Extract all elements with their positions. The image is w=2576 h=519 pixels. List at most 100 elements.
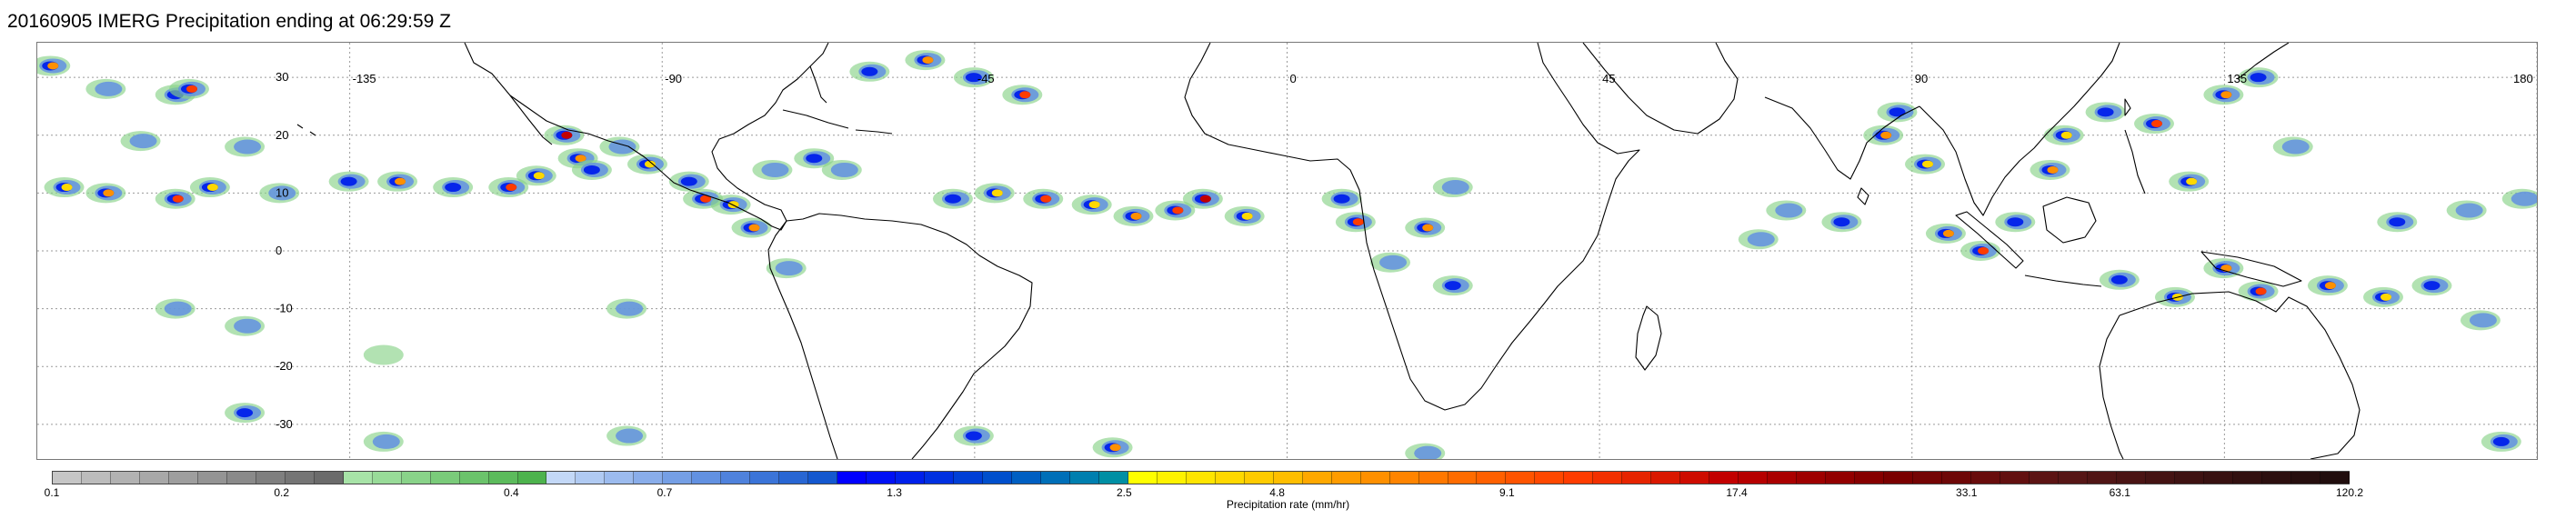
precip-cell	[1833, 217, 1850, 227]
precip-cell	[2469, 313, 2497, 328]
colorbar-swatch	[1826, 472, 1856, 484]
colorbar-swatch	[1331, 472, 1361, 484]
colorbar-swatch	[1244, 472, 1274, 484]
coastline-south-america	[767, 213, 1033, 459]
colorbar-swatch	[2029, 472, 2059, 484]
precip-cell	[236, 408, 254, 418]
colorbar-swatch	[663, 472, 693, 484]
precip-cell	[2250, 73, 2267, 83]
colorbar-tick-label: 63.1	[2109, 486, 2130, 499]
colorbar-swatch	[1651, 472, 1681, 484]
precip-cell	[47, 62, 59, 70]
colorbar-swatch	[1797, 472, 1827, 484]
colorbar-swatch	[1680, 472, 1710, 484]
colorbar-swatch	[2145, 472, 2175, 484]
colorbar-tick-label: 2.5	[1117, 486, 1132, 499]
precip-cell	[340, 176, 357, 186]
precip-cell	[1922, 160, 1934, 168]
lon-label: 180	[2513, 72, 2533, 85]
colorbar-swatch	[925, 472, 955, 484]
precip-cell	[2007, 217, 2024, 227]
precip-cell	[761, 162, 789, 177]
colorbar-swatch	[1011, 472, 1041, 484]
colorbar-swatch	[2000, 472, 2030, 484]
colorbar-swatch	[2116, 472, 2146, 484]
colorbar-swatch	[168, 472, 198, 484]
precip-cell	[206, 184, 218, 192]
precip-cell	[575, 155, 586, 163]
lat-label: -10	[276, 302, 293, 315]
precip-cell	[372, 434, 400, 449]
colorbar-swatch	[750, 472, 780, 484]
colorbar-swatch	[1535, 472, 1565, 484]
colorbar-swatch	[1157, 472, 1187, 484]
precip-cell	[1379, 255, 1408, 270]
precip-cell	[2381, 293, 2392, 301]
precip-cell	[268, 185, 296, 201]
colorbar-swatch	[2290, 472, 2320, 484]
precip-cell	[1019, 91, 1031, 99]
precip-cell	[1942, 229, 1954, 237]
colorbar-swatch	[1389, 472, 1419, 484]
colorbar-swatch	[634, 472, 664, 484]
colorbar-swatch	[1448, 472, 1478, 484]
colorbar-swatch	[256, 472, 286, 484]
coastline-florida	[809, 65, 827, 104]
colorbar-swatch	[1273, 472, 1303, 484]
precip-cell	[2492, 436, 2510, 446]
colorbar-swatch	[2174, 472, 2204, 484]
colorbar-tick-label: 0.4	[504, 486, 519, 499]
coastline-java	[2024, 274, 2102, 287]
lat-label: -30	[276, 417, 293, 431]
colorbar-swatch	[1768, 472, 1798, 484]
precip-cell	[2389, 217, 2406, 227]
colorbar-swatch	[605, 472, 635, 484]
colorbar-swatch	[1884, 472, 1913, 484]
colorbar-swatch	[576, 472, 606, 484]
precip-cell	[2511, 191, 2537, 206]
colorbar-tick-label: 0.1	[44, 486, 60, 499]
map-canvas: 30 20 10 0 -10 -20 -30 -135 -90 -45 0 45 90 135 180	[37, 43, 2537, 459]
colorbar-swatch	[546, 472, 576, 484]
precip-cell	[991, 189, 1003, 197]
colorbar-tick-label: 4.8	[1269, 486, 1285, 499]
precip-cell	[2186, 177, 2198, 185]
precip-cell	[583, 165, 600, 175]
colorbar-swatch	[1564, 472, 1594, 484]
precip-cell	[95, 81, 123, 96]
lat-label: 0	[276, 244, 282, 257]
lon-label: 0	[1290, 72, 1297, 85]
colorbar-swatch	[1069, 472, 1099, 484]
colorbar-swatch	[721, 472, 751, 484]
colorbar-swatch	[2058, 472, 2088, 484]
lon-label: 135	[2227, 72, 2247, 85]
colorbar-swatch	[2203, 472, 2233, 484]
colorbar-swatch	[1215, 472, 1245, 484]
colorbar-tick-labels: 0.1 0.2 0.4 0.7 1.3 2.5 4.8 9.1 17.4 33.1 63.1 120.…	[45, 486, 2363, 503]
colorbar-label: Precipitation rate (mm/hr)	[1226, 498, 1350, 511]
colorbar-swatch	[779, 472, 809, 484]
precip-cell	[830, 162, 858, 177]
colorbar-swatch	[692, 472, 722, 484]
colorbar-swatch	[401, 472, 431, 484]
colorbar-swatch	[53, 472, 82, 484]
colorbar-swatch	[1970, 472, 2000, 484]
graticule	[37, 43, 2537, 459]
precip-cell	[395, 177, 406, 185]
lon-label: 90	[1915, 72, 1928, 85]
colorbar-swatch	[1506, 472, 1536, 484]
precip-cell	[1889, 107, 1906, 117]
colorbar-swatch	[1913, 472, 1942, 484]
precip-cell	[775, 261, 803, 276]
colorbar-swatch	[430, 472, 460, 484]
coastline-north-america	[464, 43, 829, 231]
precip-cell	[2281, 139, 2310, 155]
colorbar-swatch	[314, 472, 344, 484]
precip-cell	[1088, 201, 1100, 209]
precip-cell	[561, 131, 573, 139]
precip-cell	[922, 56, 934, 65]
colorbar-swatch	[285, 472, 315, 484]
colorbar-tick-label: 0.7	[657, 486, 673, 499]
precip-cell	[61, 184, 73, 192]
coastline-madagascar	[1635, 305, 1662, 371]
